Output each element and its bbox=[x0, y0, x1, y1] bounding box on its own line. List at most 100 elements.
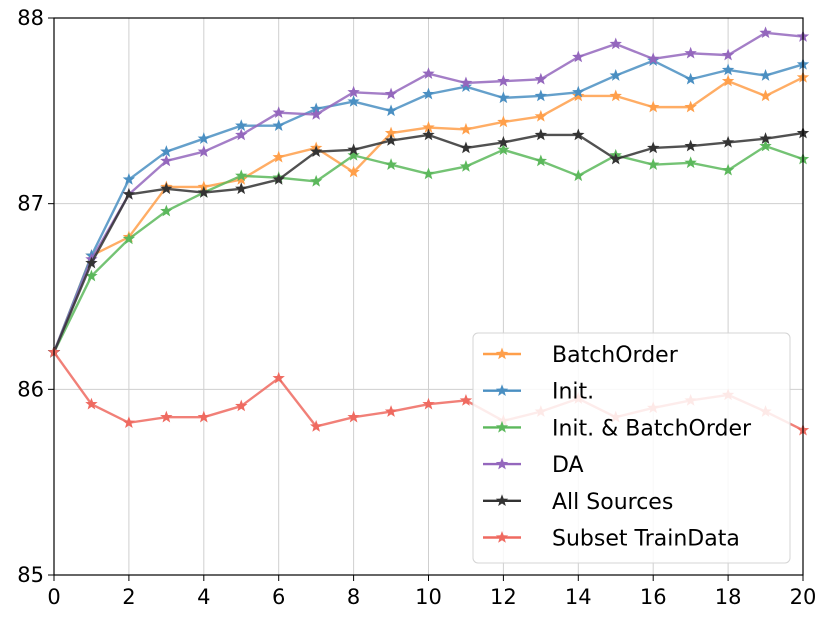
data-point bbox=[534, 109, 548, 122]
data-point bbox=[122, 232, 136, 245]
data-point bbox=[384, 158, 398, 170]
data-point bbox=[609, 89, 622, 102]
data-point bbox=[384, 405, 398, 417]
data-point bbox=[235, 128, 248, 141]
legend-box bbox=[472, 332, 791, 564]
data-point bbox=[160, 154, 173, 167]
x-tick-label: 4 bbox=[197, 585, 210, 609]
x-tick-label: 14 bbox=[565, 585, 592, 609]
data-point bbox=[85, 256, 98, 269]
data-point bbox=[160, 182, 173, 195]
data-point bbox=[197, 132, 210, 144]
legend: BatchOrder Init. Init. & BatchOrder DA All S… bbox=[472, 332, 791, 564]
data-point bbox=[609, 37, 622, 50]
legend-swatch-marker bbox=[495, 494, 509, 507]
data-point bbox=[85, 397, 98, 410]
data-point bbox=[459, 122, 473, 135]
data-point bbox=[497, 74, 510, 87]
legend-label: Init. & BatchOrder bbox=[552, 416, 752, 441]
data-point bbox=[272, 173, 285, 185]
data-point bbox=[609, 152, 622, 165]
data-point bbox=[422, 87, 435, 100]
x-tick-label: 8 bbox=[347, 585, 360, 609]
data-point bbox=[235, 169, 248, 182]
data-point bbox=[160, 204, 173, 217]
data-point bbox=[534, 128, 548, 141]
x-tick-label: 16 bbox=[640, 585, 667, 609]
data-point bbox=[684, 139, 697, 152]
data-point bbox=[572, 128, 585, 141]
legend-label: Subset TrainData bbox=[552, 527, 740, 552]
legend-swatch-marker bbox=[495, 420, 509, 433]
data-point bbox=[459, 160, 473, 172]
data-point bbox=[572, 50, 585, 63]
data-point bbox=[235, 182, 248, 195]
data-point bbox=[272, 106, 285, 118]
data-point bbox=[534, 89, 548, 102]
data-point bbox=[347, 410, 360, 423]
data-point bbox=[384, 134, 398, 146]
data-point bbox=[347, 148, 360, 161]
y-tick-label: 87 bbox=[17, 192, 44, 216]
x-tick-label: 18 bbox=[715, 585, 742, 609]
data-point bbox=[384, 126, 398, 139]
data-point bbox=[759, 139, 772, 152]
data-point bbox=[422, 167, 435, 180]
data-point bbox=[721, 48, 735, 61]
data-point bbox=[347, 85, 360, 98]
data-point bbox=[572, 89, 585, 102]
y-tick-label: 86 bbox=[17, 377, 44, 401]
data-point bbox=[684, 72, 697, 85]
data-point bbox=[721, 74, 735, 87]
data-point bbox=[647, 100, 660, 113]
data-point bbox=[122, 187, 136, 200]
data-point bbox=[422, 397, 435, 410]
data-point bbox=[721, 163, 735, 176]
data-point bbox=[197, 410, 210, 423]
x-tick-label: 12 bbox=[490, 585, 517, 609]
data-point bbox=[647, 52, 660, 65]
data-point bbox=[684, 100, 697, 113]
data-point bbox=[721, 63, 735, 76]
data-point bbox=[197, 186, 210, 198]
data-point bbox=[235, 173, 248, 185]
data-point bbox=[272, 150, 285, 163]
x-tick-label: 6 bbox=[272, 585, 285, 609]
data-point bbox=[759, 69, 772, 81]
y-tick-label: 85 bbox=[17, 563, 44, 587]
data-point bbox=[422, 128, 435, 141]
data-point bbox=[235, 399, 248, 412]
data-point bbox=[272, 371, 285, 384]
data-point bbox=[160, 410, 173, 423]
data-point bbox=[609, 69, 622, 81]
data-point bbox=[759, 26, 772, 39]
data-point bbox=[309, 174, 323, 187]
data-point bbox=[459, 393, 473, 406]
data-point bbox=[347, 95, 360, 107]
legend-label: All Sources bbox=[552, 490, 673, 515]
data-point bbox=[459, 141, 473, 154]
data-point bbox=[572, 169, 585, 182]
data-point bbox=[534, 72, 548, 85]
data-point bbox=[459, 80, 473, 92]
data-point bbox=[272, 119, 285, 131]
data-point bbox=[572, 85, 585, 98]
data-point bbox=[647, 158, 660, 170]
series-da bbox=[47, 26, 810, 358]
data-point bbox=[309, 108, 323, 120]
data-point bbox=[759, 132, 772, 144]
legend-label: DA bbox=[552, 453, 584, 478]
data-point bbox=[534, 154, 548, 167]
series-lines bbox=[47, 26, 810, 436]
axis-ticks: 0 2 4 6 8 10 12 14 16 18 20 85 86 87 88 bbox=[17, 6, 816, 609]
data-point bbox=[309, 145, 323, 157]
x-tick-label: 20 bbox=[790, 585, 817, 609]
data-point bbox=[122, 173, 136, 185]
data-point bbox=[122, 416, 136, 429]
legend-label: BatchOrder bbox=[552, 343, 679, 368]
data-point bbox=[684, 46, 697, 59]
data-point bbox=[647, 141, 660, 154]
x-tick-label: 2 bbox=[122, 585, 135, 609]
legend-swatch-marker bbox=[495, 531, 509, 543]
